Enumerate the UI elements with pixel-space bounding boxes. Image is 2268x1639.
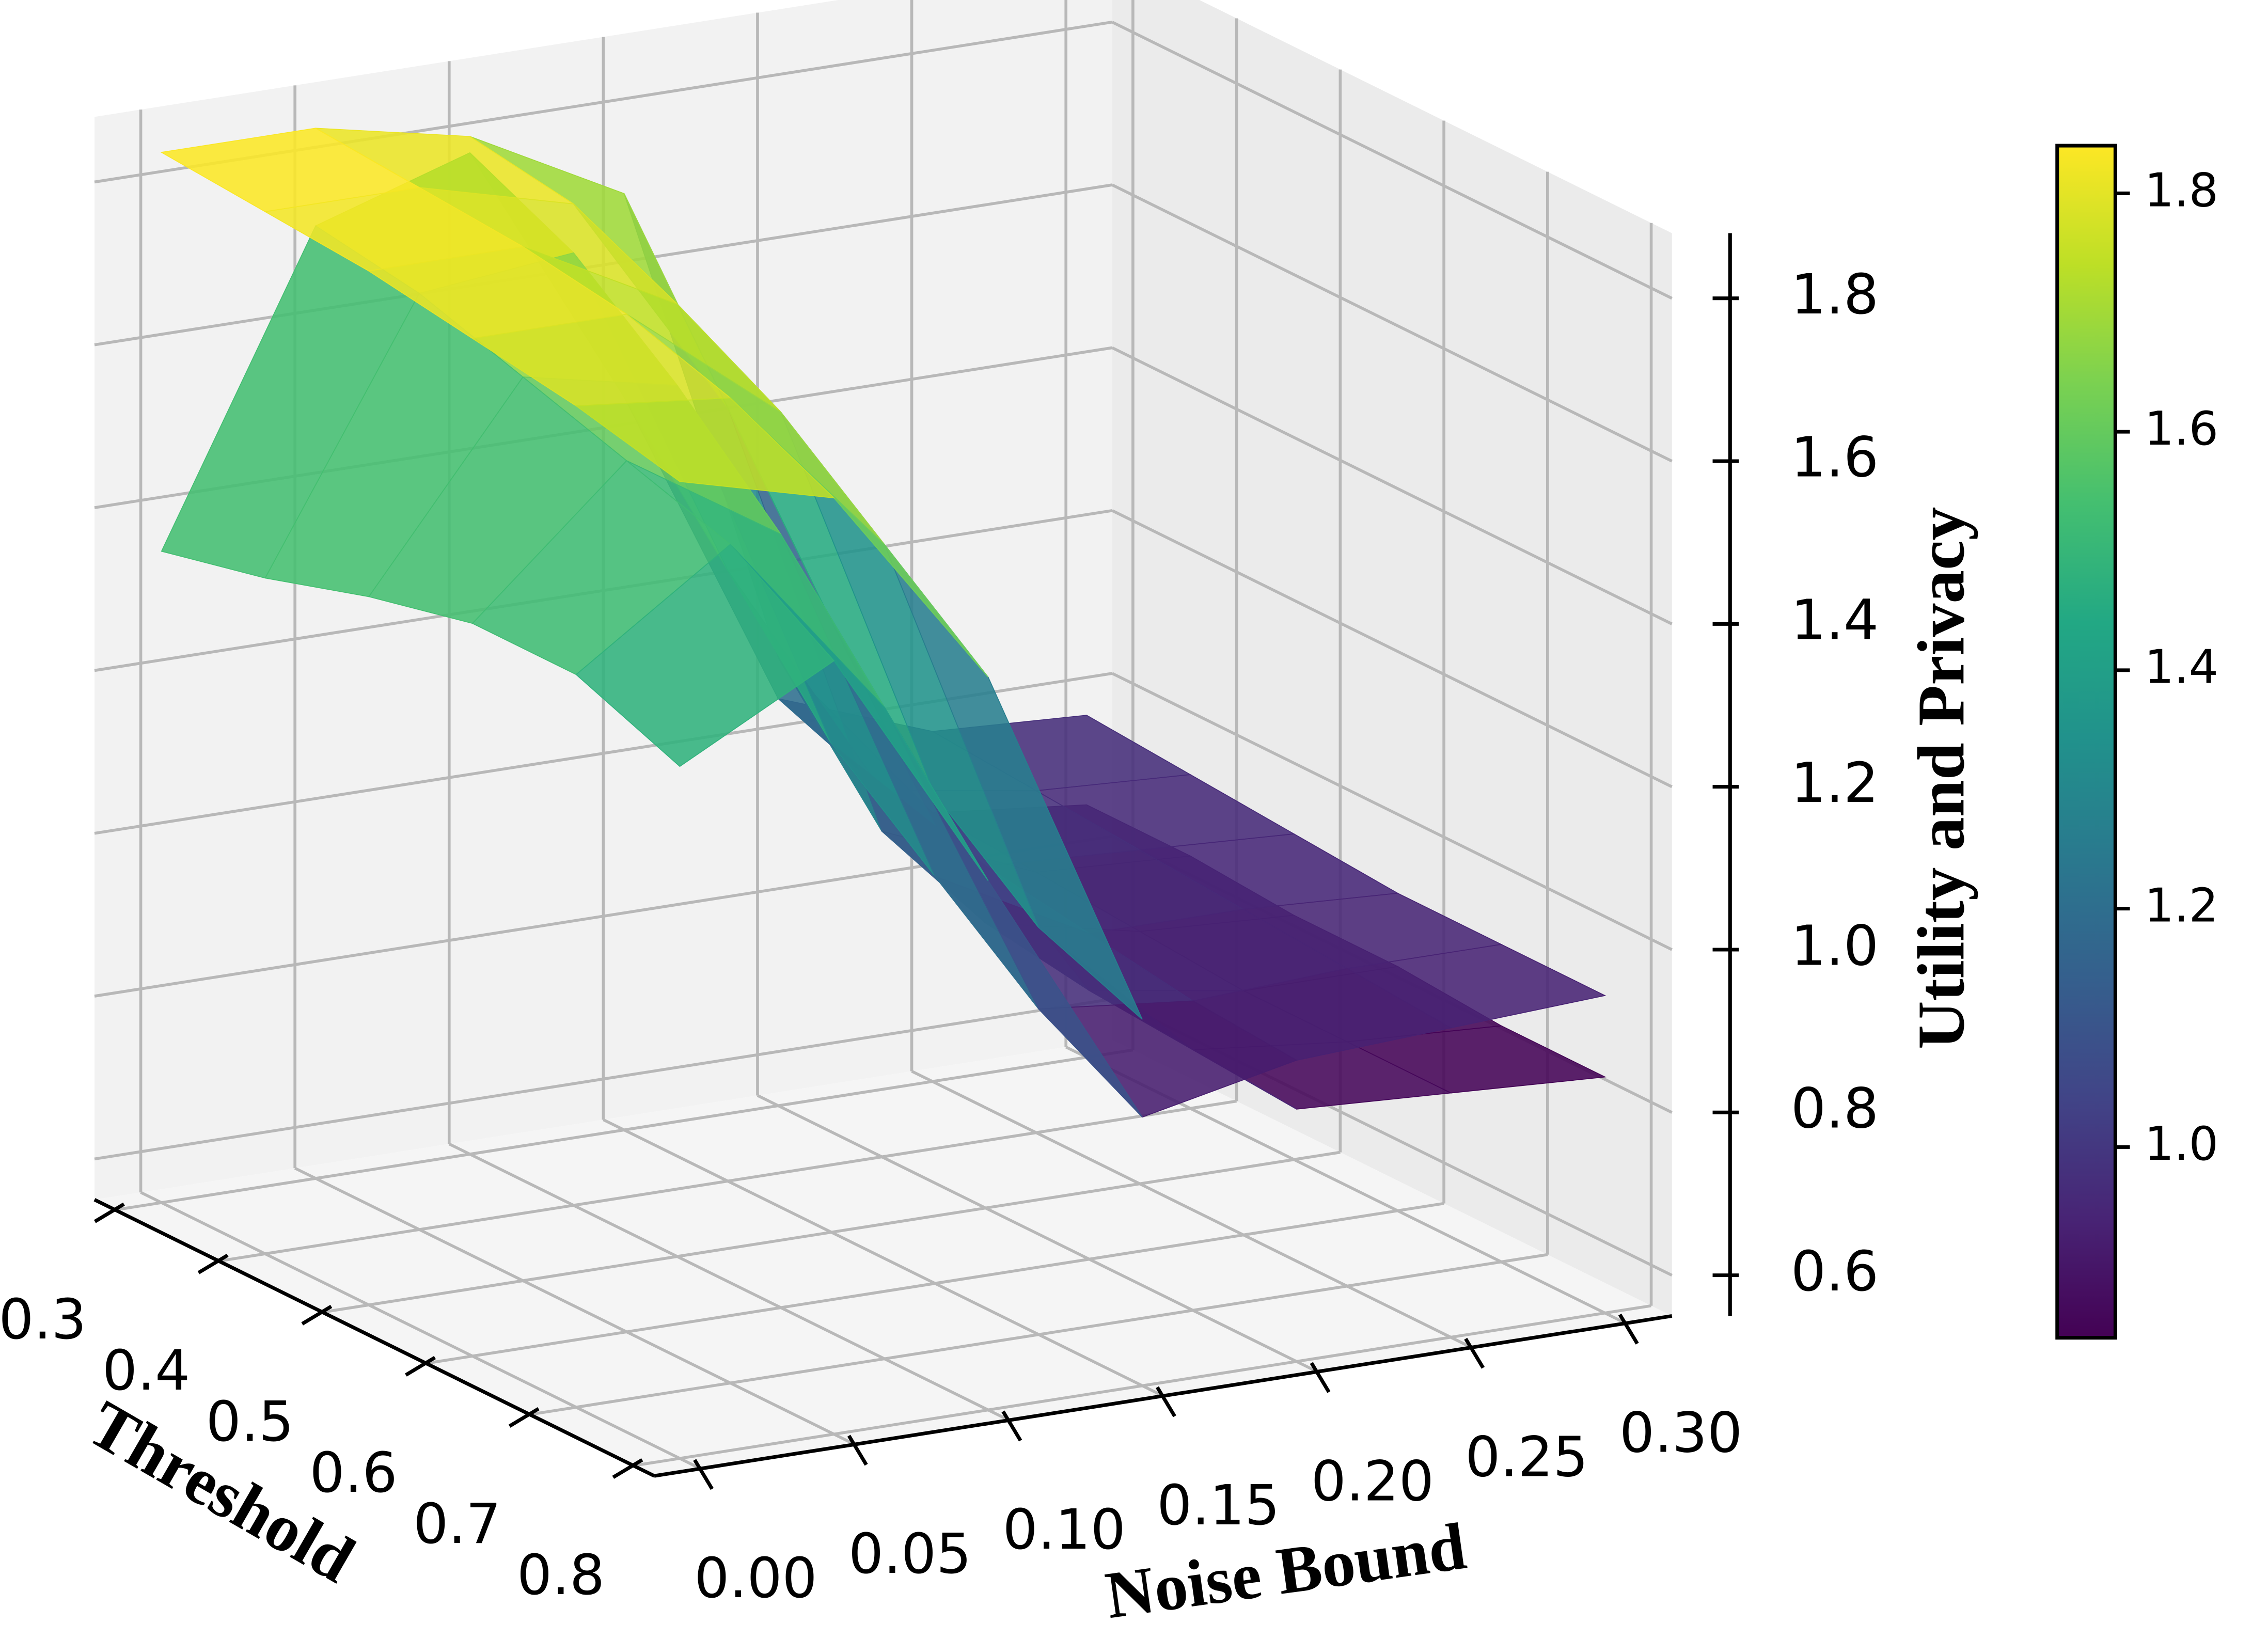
grid-line xyxy=(448,1142,1010,1422)
y-tick xyxy=(405,1356,436,1377)
surface-patch xyxy=(575,544,835,767)
y-tick xyxy=(197,1253,229,1274)
z-tick-label: 0.8 xyxy=(1791,1077,1879,1141)
grid-line xyxy=(94,997,1113,1161)
colorbar-tick-label: 1.0 xyxy=(2145,1117,2218,1171)
x-tick-label: 0.00 xyxy=(694,1547,817,1611)
grid-line xyxy=(633,1304,1651,1468)
colorbar xyxy=(2055,144,2117,1340)
x-tick xyxy=(1464,1337,1485,1369)
x-tick xyxy=(1618,1313,1639,1345)
grid-line xyxy=(1111,672,1673,951)
z-tick-label: 1.4 xyxy=(1791,589,1879,653)
z-tick-label: 1.0 xyxy=(1791,914,1879,978)
colorbar-tick-label: 1.8 xyxy=(2145,163,2218,217)
colorbar-tick-label: 1.4 xyxy=(2145,640,2218,695)
grid-line xyxy=(426,1202,1444,1365)
z-axis-label: Utility and Privacy xyxy=(1904,507,1978,1049)
axes: 0.30.40.50.60.70.8 0.00 0.05 0.10 0.15 0.20 0.… xyxy=(0,144,2218,1611)
grid-line xyxy=(115,1048,1133,1211)
x-tick xyxy=(1156,1386,1176,1417)
grid-line xyxy=(294,1167,856,1446)
colorbar-tick-label: 1.6 xyxy=(2145,402,2218,456)
grid-line xyxy=(218,1099,1237,1263)
z-tick-label: 1.8 xyxy=(1791,263,1879,327)
grid-line xyxy=(322,1151,1341,1314)
x-tick-label: 0.20 xyxy=(1311,1449,1434,1514)
surfaces xyxy=(160,128,1606,1118)
grid-line xyxy=(603,1118,1164,1397)
x-tick-label: 0.15 xyxy=(1157,1474,1280,1538)
grid-line xyxy=(1111,183,1673,463)
y-tick xyxy=(93,1202,125,1223)
x-tick xyxy=(693,1459,714,1490)
y-axis-line xyxy=(93,1198,655,1478)
grid-line xyxy=(757,1094,1318,1373)
y-tick-label: 0.4 xyxy=(102,1339,190,1403)
z-tick-label: 0.6 xyxy=(1791,1240,1879,1304)
grid-line xyxy=(1111,21,1673,300)
x-tick xyxy=(1001,1410,1022,1442)
x-tick-label: 0.10 xyxy=(1003,1498,1126,1562)
y-tick-label: 0.7 xyxy=(413,1492,501,1556)
x-tick-label: 0.30 xyxy=(1619,1401,1742,1465)
colorbar-tick-label: 1.2 xyxy=(2145,878,2218,933)
z-tick-label: 1.2 xyxy=(1791,751,1879,815)
z-tick-label: 1.6 xyxy=(1791,425,1879,490)
y-tick xyxy=(612,1458,643,1479)
x-tick xyxy=(847,1435,868,1466)
grid-line xyxy=(911,1070,1472,1349)
grid-line xyxy=(1111,509,1673,789)
x-tick-label: 0.25 xyxy=(1465,1425,1588,1489)
y-tick-label: 0.8 xyxy=(517,1543,605,1608)
y-tick xyxy=(508,1407,540,1428)
grid-line xyxy=(529,1253,1548,1416)
grid-line xyxy=(1111,346,1673,625)
y-tick-label: 0.6 xyxy=(309,1441,397,1505)
y-tick xyxy=(301,1304,333,1326)
x-tick xyxy=(1310,1362,1331,1393)
x-tick-label: 0.05 xyxy=(848,1522,971,1586)
grid-line xyxy=(140,1191,701,1470)
y-tick-label: 0.5 xyxy=(206,1390,294,1454)
surface-patch xyxy=(575,397,836,499)
y-tick-label: 0.3 xyxy=(0,1288,86,1352)
